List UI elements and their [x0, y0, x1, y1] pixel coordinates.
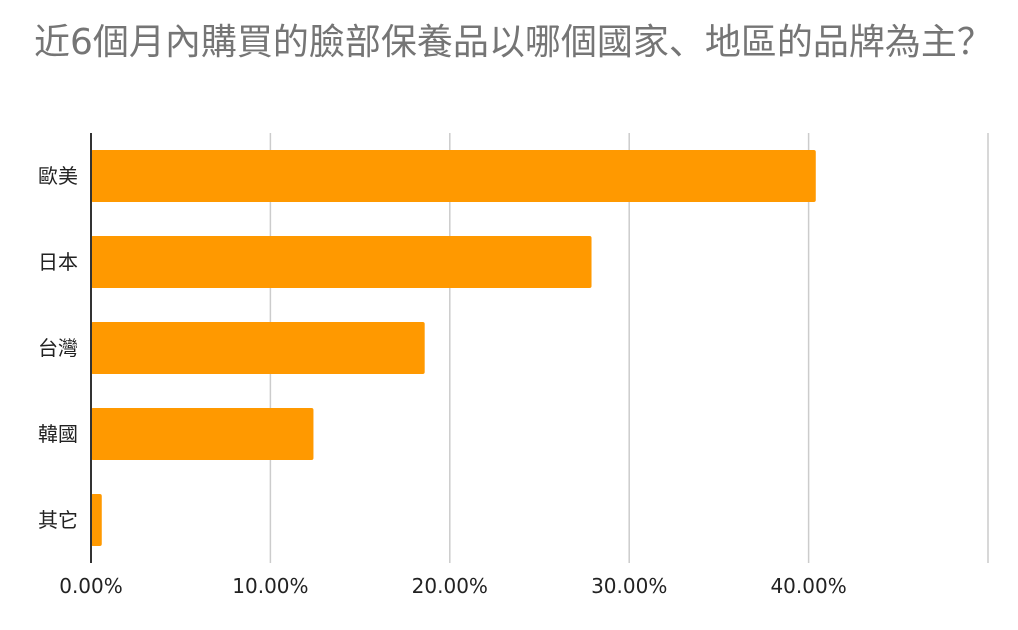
- category-label: 歐美: [38, 164, 78, 188]
- bar-3: [91, 408, 314, 460]
- gridlines: [269, 133, 989, 563]
- category-label: 日本: [38, 250, 78, 274]
- bar-0: [91, 150, 816, 202]
- category-label: 韓國: [38, 422, 78, 446]
- bar-2: [91, 322, 425, 374]
- bar-1: [91, 236, 592, 288]
- category-label: 台灣: [38, 336, 78, 360]
- x-tick-label: 20.00%: [412, 574, 488, 598]
- x-tick-label: 10.00%: [232, 574, 308, 598]
- category-label: 其它: [38, 508, 78, 532]
- x-tick-label: 30.00%: [591, 574, 667, 598]
- chart-title: 近6個月內購買的臉部保養品以哪個國家、地區的品牌為主？: [34, 22, 993, 63]
- bar-4: [91, 494, 102, 546]
- x-tick-label: 0.00%: [59, 574, 123, 598]
- bars: [91, 150, 816, 546]
- x-tick-label: 40.00%: [770, 574, 846, 598]
